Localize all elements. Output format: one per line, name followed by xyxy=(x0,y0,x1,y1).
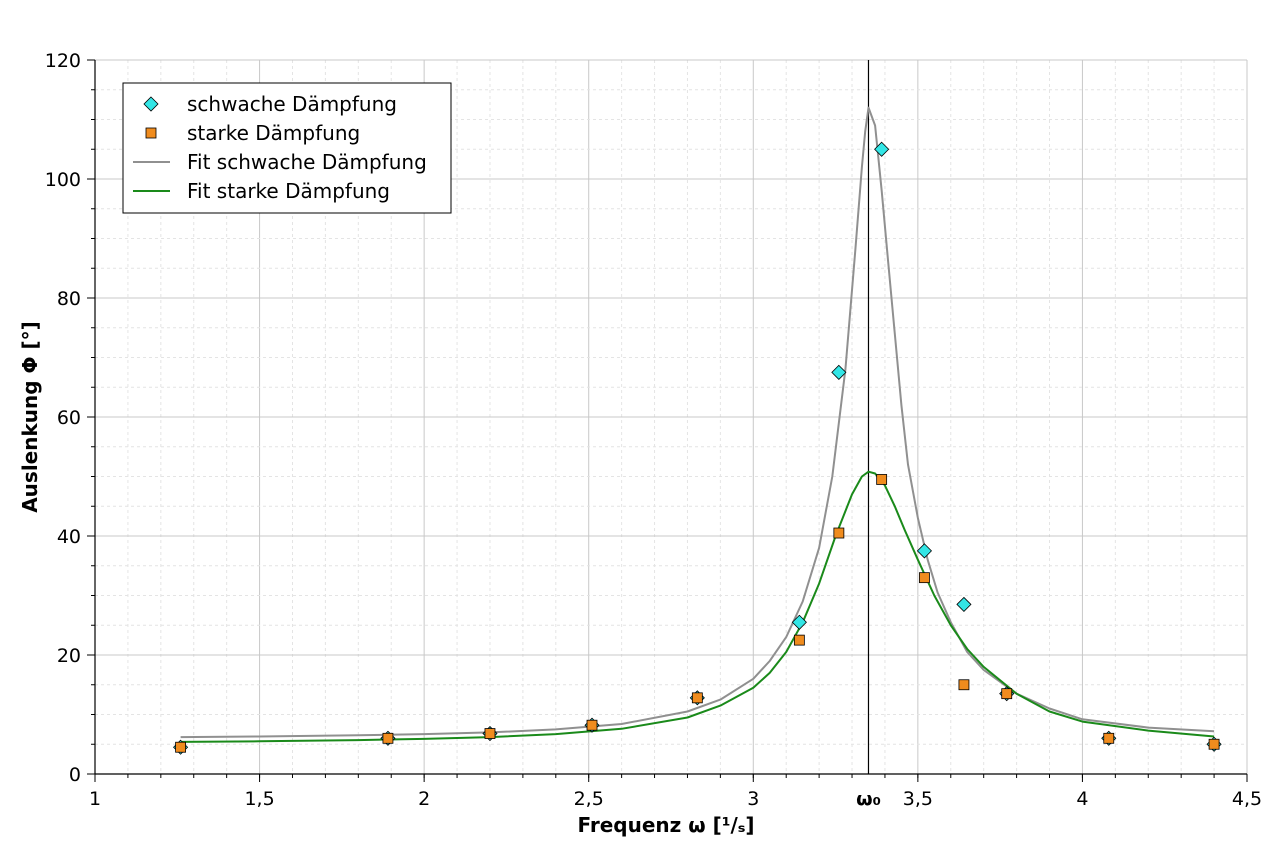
data-point-square xyxy=(793,634,805,646)
fit-line xyxy=(180,470,1215,743)
legend-label: Fit schwache Dämpfung xyxy=(187,150,427,174)
y-tick-label: 40 xyxy=(57,526,81,548)
data-point-diamond xyxy=(831,364,847,380)
fit-line xyxy=(180,106,1215,739)
data-point-square xyxy=(382,732,394,744)
legend-label: starke Dämpfung xyxy=(187,121,360,145)
data-point-square xyxy=(691,692,703,704)
y-tick-label: 0 xyxy=(69,764,81,786)
legend: schwache Dämpfung starke Dämpfung Fit schw… xyxy=(122,82,452,214)
data-point-square xyxy=(1103,732,1115,744)
reference-line-group: ω₀ xyxy=(856,60,881,810)
x-tick-label: 3,5 xyxy=(903,788,933,810)
data-point-diamond xyxy=(956,596,972,612)
data-point-square xyxy=(586,719,598,731)
legend-marker-square xyxy=(145,127,157,139)
x-tick-label: 3 xyxy=(747,788,759,810)
data-point-square xyxy=(919,572,930,584)
x-tick-label: 2 xyxy=(418,788,430,810)
data-point-square xyxy=(484,728,496,739)
data-point-diamond xyxy=(791,614,807,630)
x-tick-label: 4,5 xyxy=(1232,788,1262,810)
data-point-square xyxy=(1208,738,1220,750)
y-tick-label: 120 xyxy=(45,50,81,72)
legend-marker-diamond xyxy=(143,96,159,112)
y-tick-label: 60 xyxy=(57,407,81,429)
y-tick-label: 20 xyxy=(57,645,81,667)
series-group xyxy=(173,106,1222,755)
omega0-label: ω₀ xyxy=(856,788,881,810)
tick-labels: 1 1,5 2 2,5 3 3,5 4 4,5 0 20 40 60 80 100 120 xyxy=(45,50,1262,810)
x-axis-title: Frequenz ω [¹/ₛ] xyxy=(577,813,754,837)
x-tick-label: 4 xyxy=(1076,788,1088,810)
y-tick-label: 80 xyxy=(57,288,81,310)
data-point-square xyxy=(833,527,845,539)
x-tick-label: 2,5 xyxy=(574,788,604,810)
data-point-diamond xyxy=(874,141,890,157)
x-tick-label: 1 xyxy=(89,788,101,810)
legend-label: schwache Dämpfung xyxy=(187,92,397,116)
data-point-square xyxy=(958,679,970,691)
x-tick-label: 1,5 xyxy=(244,788,274,810)
data-point-square xyxy=(876,474,888,485)
y-axis-title: Auslenkung Φ [°] xyxy=(18,321,42,513)
data-point-diamond xyxy=(916,543,933,559)
data-point-square xyxy=(1001,688,1013,700)
y-tick-label: 100 xyxy=(45,169,81,191)
legend-box xyxy=(122,82,452,214)
data-point-square xyxy=(175,741,186,753)
legend-label: Fit starke Dämpfung xyxy=(187,179,390,203)
